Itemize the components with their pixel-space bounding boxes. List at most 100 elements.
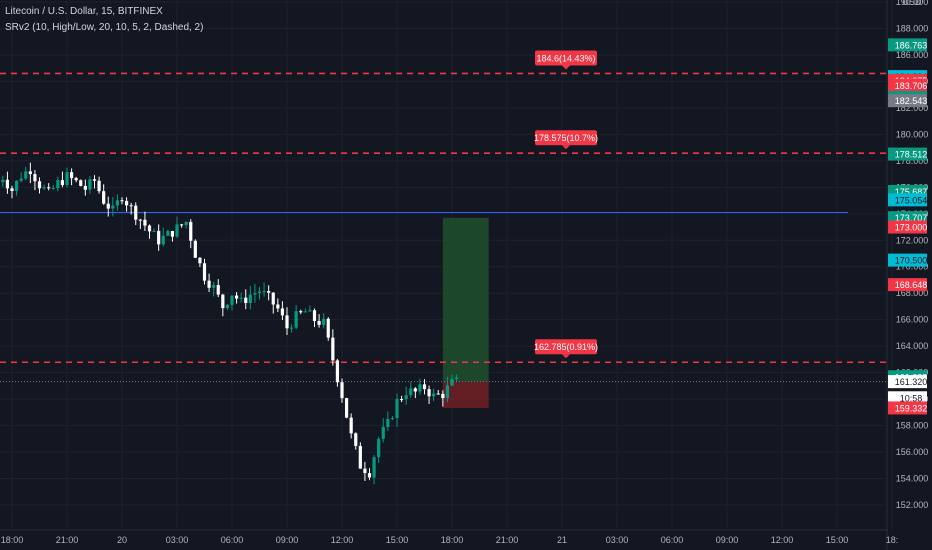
- candle-body: [363, 468, 367, 474]
- price-tag: 186.763: [895, 40, 928, 50]
- candle-body: [331, 337, 335, 361]
- level-label-pointer-2: [562, 354, 570, 359]
- y-tick-label: 154.000: [896, 474, 929, 484]
- y-tick-label: 178.000: [896, 156, 929, 166]
- price-tag-box: [888, 253, 927, 267]
- candle-body: [189, 221, 193, 241]
- candle-body: [303, 311, 307, 313]
- y-tick-label: 180.000: [896, 129, 929, 139]
- candle-body: [10, 188, 14, 192]
- candle-body: [257, 291, 262, 294]
- candle-body: [102, 191, 106, 204]
- candle-body: [244, 297, 248, 304]
- candle-body: [51, 188, 55, 190]
- candle-body: [312, 310, 317, 322]
- candle-body: [143, 219, 147, 226]
- level-label-box-2: [535, 339, 597, 355]
- x-tick-label: 06:00: [221, 535, 244, 545]
- candle-body: [322, 318, 326, 325]
- candle-body: [5, 179, 10, 189]
- x-tick-label: 21: [557, 535, 567, 545]
- price-tag-box: [888, 38, 927, 52]
- candle-body: [19, 178, 23, 181]
- candle-body: [326, 318, 330, 338]
- candle-body: [56, 180, 60, 189]
- currency-label: USD: [902, 0, 922, 7]
- level-label-pointer-0: [562, 65, 570, 70]
- candle-body: [422, 384, 427, 390]
- price-tag-box: [888, 94, 927, 108]
- candle-body: [129, 205, 133, 207]
- symbol-legend[interactable]: Litecoin / U.S. Dollar, 15, BITFINEX: [5, 6, 163, 17]
- price-tag-box: [888, 375, 927, 389]
- candle-body: [413, 388, 417, 392]
- level-label-2: 162.785(0.91%): [534, 342, 598, 352]
- candle-body: [372, 457, 376, 478]
- price-tag-box: [888, 193, 927, 207]
- x-tick-label: 15:00: [826, 535, 849, 545]
- candle-body: [193, 240, 197, 258]
- candle-body: [170, 231, 175, 237]
- candle-body: [436, 393, 440, 395]
- candle-body: [230, 295, 234, 305]
- x-tick-label: 03:00: [606, 535, 629, 545]
- x-tick-label: 18:: [886, 535, 899, 545]
- candle-body: [60, 180, 65, 186]
- x-tick-label: 18:00: [1, 535, 24, 545]
- candle-body: [147, 225, 152, 232]
- x-tick-label: 12:00: [331, 535, 354, 545]
- candle-body: [418, 384, 422, 392]
- candle-body: [340, 382, 344, 399]
- candle-body: [390, 417, 395, 419]
- price-tag: 183.706: [895, 81, 928, 91]
- price-tag: 168.648: [895, 280, 928, 290]
- candle-body: [358, 445, 362, 469]
- price-tag: 173.707: [895, 213, 928, 223]
- candle-body: [92, 179, 97, 181]
- candle-body: [212, 285, 216, 288]
- price-tag-box: [888, 278, 927, 292]
- candle-body: [1, 179, 5, 183]
- candle-body: [248, 294, 252, 304]
- candle-body: [404, 395, 408, 400]
- indicator-legend[interactable]: SRv2 (10, High/Low, 20, 10, 5, 2, Dashed…: [5, 22, 204, 33]
- price-tag-box: [888, 147, 927, 161]
- y-tick-label: 186.000: [896, 50, 929, 60]
- y-tick-label: 156.000: [896, 447, 929, 457]
- x-tick-label: 06:00: [661, 535, 684, 545]
- candle-body: [179, 224, 184, 226]
- candle-body: [97, 180, 101, 192]
- candle-body: [47, 187, 51, 189]
- x-tick-label: 21:00: [56, 535, 79, 545]
- x-tick-label: 12:00: [771, 535, 794, 545]
- price-tag-box: [888, 78, 927, 92]
- y-tick-label: 166.000: [896, 315, 929, 325]
- candle-body: [299, 311, 303, 313]
- candle-body: [69, 172, 74, 179]
- candle-body: [225, 304, 230, 309]
- candle-body: [124, 200, 129, 206]
- level-label-box-1: [535, 130, 597, 146]
- candle-body: [65, 172, 69, 186]
- y-tick-label: 170.000: [896, 262, 929, 272]
- candle-body: [427, 389, 431, 397]
- y-tick-label: 164.000: [896, 341, 929, 351]
- price-tag: 175.054: [895, 195, 928, 205]
- price-tag: 173.000: [895, 223, 928, 233]
- y-tick-label: 152.000: [896, 500, 929, 510]
- candle-body: [262, 291, 266, 293]
- price-tag: 170.500: [895, 256, 928, 266]
- price-tag: 178.512: [895, 150, 928, 160]
- candle-body: [175, 224, 179, 237]
- candle-body: [354, 433, 358, 446]
- candle-body: [294, 311, 298, 328]
- candle-body: [253, 293, 257, 295]
- candle-body: [161, 235, 165, 245]
- candle-body: [335, 360, 340, 383]
- candle-body: [88, 179, 92, 190]
- candle-body: [317, 321, 321, 325]
- candle-body: [344, 398, 349, 418]
- candle-body: [441, 393, 445, 399]
- candle-body: [115, 200, 120, 206]
